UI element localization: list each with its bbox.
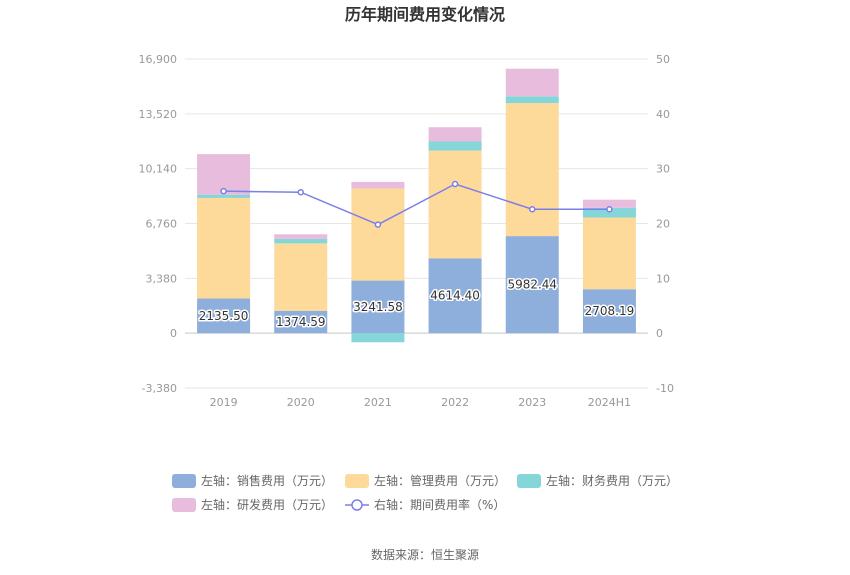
rate-point xyxy=(374,221,382,228)
bar-segment xyxy=(582,217,636,290)
right-tick-label: 30 xyxy=(656,163,670,176)
rate-point xyxy=(451,180,459,188)
left-tick-label: 6,760 xyxy=(146,218,178,231)
x-tick-label: 2024H1 xyxy=(588,396,631,409)
legend-swatch xyxy=(345,474,369,488)
rate-line xyxy=(220,180,613,228)
bar-segment xyxy=(351,280,405,334)
rate-point xyxy=(606,205,613,213)
bar-segment xyxy=(582,289,636,334)
left-tick-label: 0 xyxy=(170,327,177,340)
bar-segment xyxy=(505,103,559,237)
bar-segment xyxy=(274,243,328,311)
left-tick-label: 16,900 xyxy=(139,53,178,66)
data-label: 5982.44 xyxy=(507,278,557,292)
bar-segment xyxy=(582,207,636,218)
data-labels: 2135.50 1374.59 3241.58 4614.40 5982.44 2708.… xyxy=(197,276,635,330)
right-tick-label: 0 xyxy=(656,327,663,340)
data-label: 3241.58 xyxy=(353,300,403,314)
bar-segment xyxy=(582,199,636,208)
left-tick-label: 13,520 xyxy=(139,108,178,121)
bar-segment xyxy=(351,188,405,281)
data-label: 1374.59 xyxy=(276,315,326,329)
bar-segment xyxy=(505,236,559,334)
bar-segment xyxy=(428,258,482,334)
bar-segment xyxy=(428,141,482,151)
bar-segment xyxy=(197,197,251,299)
data-label: 4614.40 xyxy=(430,289,480,303)
bar-segment xyxy=(428,150,482,259)
bar-segment xyxy=(505,96,559,104)
rate-point xyxy=(529,205,536,213)
legend: 左轴：销售费用（万元） 左轴：管理费用（万元） 左轴：财务费用（万元） 左轴：研发费用… xyxy=(172,473,678,512)
left-axis: -3,380 0 3,380 6,760 10,140 13,520 16,900 xyxy=(139,53,178,395)
grid-lines xyxy=(185,58,648,389)
legend-label: 左轴：销售费用（万元） xyxy=(201,473,333,488)
data-label: 2135.50 xyxy=(199,309,249,323)
chart-title: 历年期间费用变化情况 xyxy=(345,5,505,24)
right-axis: -10 0 10 20 30 40 50 xyxy=(656,53,674,395)
legend-label: 左轴：研发费用（万元） xyxy=(201,497,333,512)
bar-marks xyxy=(197,68,636,343)
legend-swatch xyxy=(517,474,541,488)
right-tick-label: -10 xyxy=(656,382,674,395)
bar-segment xyxy=(197,298,251,334)
bar-segment xyxy=(428,127,482,142)
rate-point xyxy=(297,188,304,196)
legend-label: 左轴：财务费用（万元） xyxy=(546,473,678,488)
right-tick-label: 20 xyxy=(656,218,670,231)
legend-swatch xyxy=(172,474,196,488)
x-tick-label: 2021 xyxy=(364,396,392,409)
left-tick-label: 3,380 xyxy=(146,272,178,285)
legend-label: 左轴：管理费用（万元） xyxy=(374,473,506,488)
source-note: 数据来源：恒生聚源 xyxy=(371,547,479,562)
x-tick-label: 2023 xyxy=(518,396,546,409)
left-tick-label: 10,140 xyxy=(139,163,178,176)
x-axis: 2019 2020 2021 2022 2023 2024H1 xyxy=(210,396,631,409)
right-tick-label: 40 xyxy=(656,108,670,121)
bar-segment xyxy=(274,234,328,239)
bar-segment xyxy=(351,181,405,189)
rate-point xyxy=(220,187,227,195)
bar-segment xyxy=(274,310,328,334)
data-label: 2708.19 xyxy=(585,304,635,318)
x-tick-label: 2020 xyxy=(287,396,315,409)
legend-marker xyxy=(351,499,363,511)
x-tick-label: 2019 xyxy=(210,396,238,409)
left-tick-label: -3,380 xyxy=(142,382,177,395)
legend-label: 右轴：期间费用率（%） xyxy=(374,497,505,512)
bar-segment xyxy=(351,333,405,343)
rate-line-path xyxy=(223,183,610,226)
bar-segment xyxy=(197,194,251,198)
x-tick-label: 2022 xyxy=(441,396,469,409)
bar-segment xyxy=(274,238,328,244)
bar-segment xyxy=(505,68,559,97)
right-tick-label: 50 xyxy=(656,53,670,66)
legend-swatch xyxy=(172,498,196,512)
right-tick-label: 10 xyxy=(656,272,670,285)
